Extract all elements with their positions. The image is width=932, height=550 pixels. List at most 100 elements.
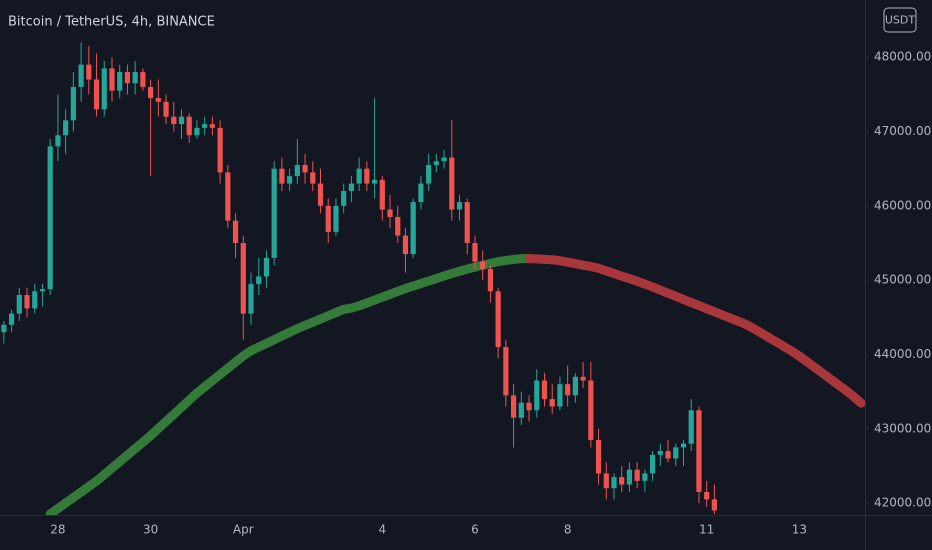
candle-body [248,283,254,314]
candle-body [657,451,663,455]
x-tick-label: 28 [50,523,65,537]
candle-body [148,86,154,99]
candle-body [549,399,555,407]
candle-body [402,235,409,255]
chart-title: Bitcoin / TetherUS, 4h, BINANCE [8,15,215,30]
candle-body [611,477,617,489]
candle-body [101,68,107,110]
candle-body [595,439,602,474]
candle-body [557,384,563,407]
candle-body [356,168,362,184]
candle-body [410,202,416,255]
candle-body [271,168,277,258]
candle-body [580,376,586,381]
candle-body [140,72,146,87]
candle-body [426,164,432,184]
candle-body [132,72,138,84]
candle-body [1,324,7,333]
currency-button[interactable] [883,7,917,33]
candle-body [163,101,169,117]
candle-body [109,68,115,91]
currency-label[interactable]: USDT [885,14,916,27]
candle-body [225,172,231,221]
y-tick-label: 46000.00 [874,198,931,212]
candle-body [464,202,470,244]
candle-body [603,473,609,489]
candle-body [348,183,355,191]
candle-body [302,164,308,173]
candle-body [526,402,532,411]
plot-area [1,42,865,515]
candle-body [688,410,694,444]
candle-body [341,190,347,206]
candle-body [194,127,200,136]
candle-body [256,276,262,284]
candle-body [310,172,316,184]
candle-body [47,146,53,290]
y-tick-label: 45000.00 [874,273,931,287]
x-tick-label: Apr [233,523,254,537]
candle-body [371,179,378,184]
candle-body [650,454,656,474]
x-tick-label: 11 [699,523,714,537]
candle-body [70,86,76,121]
candle-body [680,443,687,448]
candle-body [626,469,633,485]
candle-body [263,257,270,277]
candle-body [619,477,625,485]
candle-body [117,72,123,91]
candle-body [379,179,385,210]
candle-body [279,168,285,184]
candle-body [456,202,463,210]
candle-body [55,135,61,147]
candle-body [325,205,331,232]
x-tick-label: 4 [378,523,386,537]
candle-body [480,261,486,270]
candle-body [8,313,15,325]
candle-body [487,269,494,292]
candle-body [240,243,246,314]
candle-body [704,491,710,500]
candle-body [317,183,324,206]
candle-body [387,209,393,217]
candle-body [171,116,177,125]
candle-body [665,451,671,459]
x-tick-label: 6 [471,523,479,537]
candle-body [364,168,370,184]
candle-body [518,402,524,418]
y-tick-label: 42000.00 [874,496,931,510]
candle-body [124,72,131,84]
candle-body [534,380,540,411]
candle-body [32,291,38,309]
candle-body [294,164,300,177]
candle-body [634,469,640,481]
candle-body [93,79,100,110]
candle-body [39,289,46,292]
candle-body [433,161,439,165]
moving-average-band [848,391,865,408]
candle-body [510,395,517,418]
candle-body [696,410,702,492]
x-tick-label: 8 [564,523,572,537]
candle-body [232,220,239,244]
x-tick-label: 13 [792,523,807,537]
candle-body [441,157,447,162]
y-tick-label: 48000.00 [874,50,931,64]
candle-body [186,116,192,136]
candle-body [155,98,161,102]
candle-body [711,499,717,511]
candle-body [565,384,571,396]
y-tick-label: 47000.00 [874,124,931,138]
candle-body [503,347,509,396]
candle-body [217,127,223,173]
candle-body [178,116,185,125]
candle-body [333,205,339,232]
candle-body [588,380,594,440]
candle-body [16,295,22,314]
candle-body [202,124,208,128]
candle-body [86,64,92,80]
candle-body [495,291,501,348]
